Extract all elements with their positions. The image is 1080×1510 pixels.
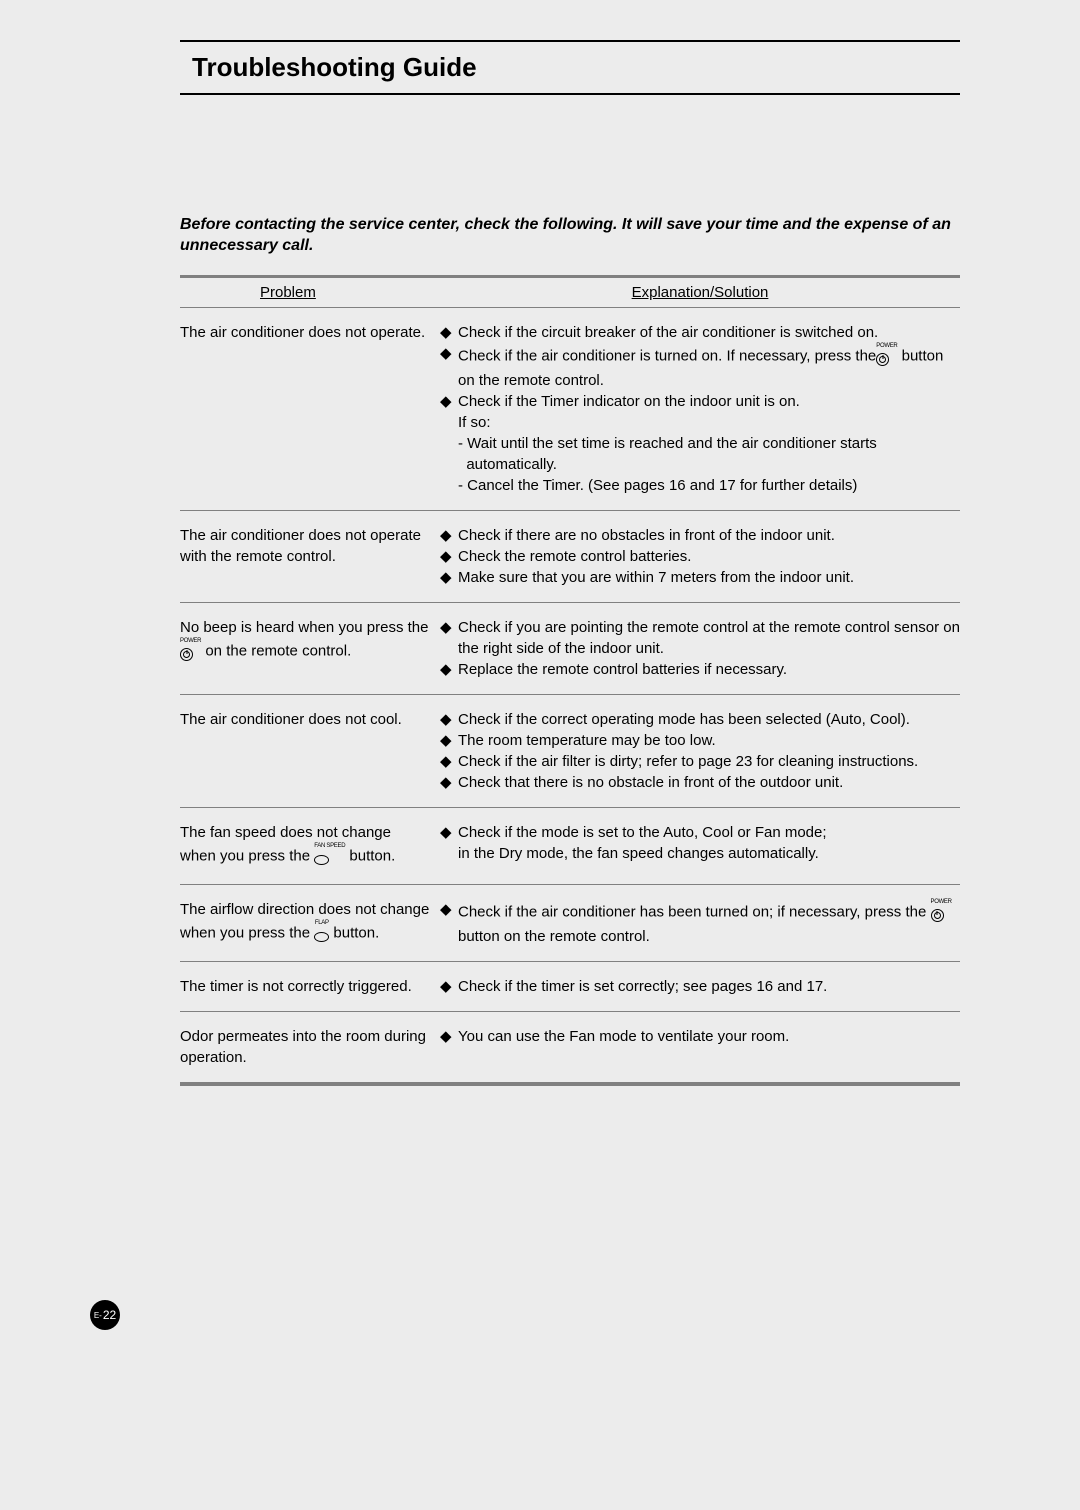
solution-text: Check if the correct operating mode has …: [458, 709, 960, 730]
solution-text: - Cancel the Timer. (See pages 16 and 17…: [458, 475, 960, 496]
solution-text: Replace the remote control batteries if …: [458, 659, 960, 680]
problem-cell: The air conditioner does not cool.: [180, 694, 440, 807]
diamond-bullet-icon: ◆: [440, 751, 458, 772]
solution-bullet: ◆Check if the air conditioner has been t…: [440, 899, 960, 947]
diamond-bullet-icon: ◆: [440, 617, 458, 659]
problem-cell: The air conditioner does not operate.: [180, 307, 440, 510]
solution-bullet: ◆The room temperature may be too low.: [440, 730, 960, 751]
solution-text: Check if the timer is set correctly; see…: [458, 976, 960, 997]
solution-bullet: ◆Check if the correct operating mode has…: [440, 709, 960, 730]
problem-cell: No beep is heard when you press the POWE…: [180, 602, 440, 694]
header-problem: Problem: [180, 276, 440, 307]
page-number: 22: [103, 1308, 116, 1322]
intro-text: Before contacting the service center, ch…: [180, 215, 960, 257]
power-icon: POWER: [876, 343, 897, 370]
solution-cell: ◆Check if there are no obstacles in fron…: [440, 510, 960, 602]
solution-subline: - Cancel the Timer. (See pages 16 and 17…: [440, 475, 960, 496]
solution-bullet: ◆Make sure that you are within 7 meters …: [440, 567, 960, 588]
table-row: The air conditioner does not operate wit…: [180, 510, 960, 602]
solution-text: The room temperature may be too low.: [458, 730, 960, 751]
solution-text: automatically.: [458, 454, 960, 475]
solution-text: Check if there are no obstacles in front…: [458, 525, 960, 546]
problem-cell: The airflow direction does not change wh…: [180, 884, 440, 961]
solution-bullet: ◆Check if the timer is set correctly; se…: [440, 976, 960, 997]
solution-bullet: ◆You can use the Fan mode to ventilate y…: [440, 1026, 960, 1047]
solution-cell: ◆You can use the Fan mode to ventilate y…: [440, 1011, 960, 1084]
solution-text: Check the remote control batteries.: [458, 546, 960, 567]
page-title: Troubleshooting Guide: [192, 52, 948, 83]
diamond-bullet-icon: ◆: [440, 343, 458, 391]
solution-cell: ◆Check if the correct operating mode has…: [440, 694, 960, 807]
troubleshooting-table: Problem Explanation/Solution The air con…: [180, 275, 960, 1086]
solution-cell: ◆Check if you are pointing the remote co…: [440, 602, 960, 694]
solution-bullet: ◆Check if the air conditioner is turned …: [440, 343, 960, 391]
solution-bullet: ◆Check if there are no obstacles in fron…: [440, 525, 960, 546]
table-row: The air conditioner does not operate.◆Ch…: [180, 307, 960, 510]
solution-subline: automatically.: [440, 454, 960, 475]
table-row: The air conditioner does not cool.◆Check…: [180, 694, 960, 807]
solution-cell: ◆Check if the circuit breaker of the air…: [440, 307, 960, 510]
solution-bullet: ◆Check if the mode is set to the Auto, C…: [440, 822, 960, 843]
power-icon: POWER: [180, 638, 201, 665]
table-row: No beep is heard when you press the POWE…: [180, 602, 960, 694]
solution-subline: - Wait until the set time is reached and…: [440, 433, 960, 454]
solution-bullet: ◆Replace the remote control batteries if…: [440, 659, 960, 680]
solution-text: Make sure that you are within 7 meters f…: [458, 567, 960, 588]
solution-text: Check if the Timer indicator on the indo…: [458, 391, 960, 412]
title-bar: Troubleshooting Guide: [180, 40, 960, 95]
solution-bullet: ◆Check if the air filter is dirty; refer…: [440, 751, 960, 772]
diamond-bullet-icon: ◆: [440, 772, 458, 793]
solution-text: If so:: [458, 412, 960, 433]
solution-text: - Wait until the set time is reached and…: [458, 433, 960, 454]
diamond-bullet-icon: ◆: [440, 567, 458, 588]
diamond-bullet-icon: ◆: [440, 709, 458, 730]
problem-cell: The timer is not correctly triggered.: [180, 961, 440, 1011]
table-header-row: Problem Explanation/Solution: [180, 276, 960, 307]
solution-subline: in the Dry mode, the fan speed changes a…: [440, 843, 960, 864]
diamond-bullet-icon: ◆: [440, 525, 458, 546]
problem-cell: The air conditioner does not operate wit…: [180, 510, 440, 602]
table-row: Odor permeates into the room during oper…: [180, 1011, 960, 1084]
page-number-prefix: E-: [94, 1311, 102, 1320]
fan-speed-icon: FAN SPEED: [314, 843, 345, 870]
diamond-bullet-icon: ◆: [440, 546, 458, 567]
solution-bullet: ◆Check if the circuit breaker of the air…: [440, 322, 960, 343]
solution-bullet: ◆Check the remote control batteries.: [440, 546, 960, 567]
diamond-bullet-icon: ◆: [440, 976, 458, 997]
diamond-bullet-icon: ◆: [440, 730, 458, 751]
page-number-badge: E-22: [90, 1300, 120, 1330]
solution-bullet: ◆Check that there is no obstacle in fron…: [440, 772, 960, 793]
solution-cell: ◆Check if the timer is set correctly; se…: [440, 961, 960, 1011]
solution-text: You can use the Fan mode to ventilate yo…: [458, 1026, 960, 1047]
table-row: The fan speed does not change when you p…: [180, 807, 960, 884]
problem-cell: Odor permeates into the room during oper…: [180, 1011, 440, 1084]
problem-cell: The fan speed does not change when you p…: [180, 807, 440, 884]
solution-text: Check that there is no obstacle in front…: [458, 772, 960, 793]
diamond-bullet-icon: ◆: [440, 822, 458, 843]
solution-text: Check if the circuit breaker of the air …: [458, 322, 960, 343]
diamond-bullet-icon: ◆: [440, 391, 458, 412]
table-row: The timer is not correctly triggered.◆Ch…: [180, 961, 960, 1011]
solution-text: Check if the air conditioner has been tu…: [458, 899, 960, 947]
table-row: The airflow direction does not change wh…: [180, 884, 960, 961]
solution-text: Check if the mode is set to the Auto, Co…: [458, 822, 960, 843]
solution-cell: ◆Check if the mode is set to the Auto, C…: [440, 807, 960, 884]
diamond-bullet-icon: ◆: [440, 899, 458, 947]
diamond-bullet-icon: ◆: [440, 322, 458, 343]
solution-subline: If so:: [440, 412, 960, 433]
header-solution: Explanation/Solution: [440, 276, 960, 307]
solution-text: Check if the air conditioner is turned o…: [458, 343, 960, 391]
document-page: Troubleshooting Guide Before contacting …: [180, 40, 960, 1086]
solution-text: Check if the air filter is dirty; refer …: [458, 751, 960, 772]
solution-bullet: ◆Check if you are pointing the remote co…: [440, 617, 960, 659]
flap-icon: FLAP: [314, 920, 329, 947]
power-icon: POWER: [931, 899, 952, 926]
solution-bullet: ◆Check if the Timer indicator on the ind…: [440, 391, 960, 412]
solution-cell: ◆Check if the air conditioner has been t…: [440, 884, 960, 961]
solution-text: Check if you are pointing the remote con…: [458, 617, 960, 659]
diamond-bullet-icon: ◆: [440, 659, 458, 680]
diamond-bullet-icon: ◆: [440, 1026, 458, 1047]
